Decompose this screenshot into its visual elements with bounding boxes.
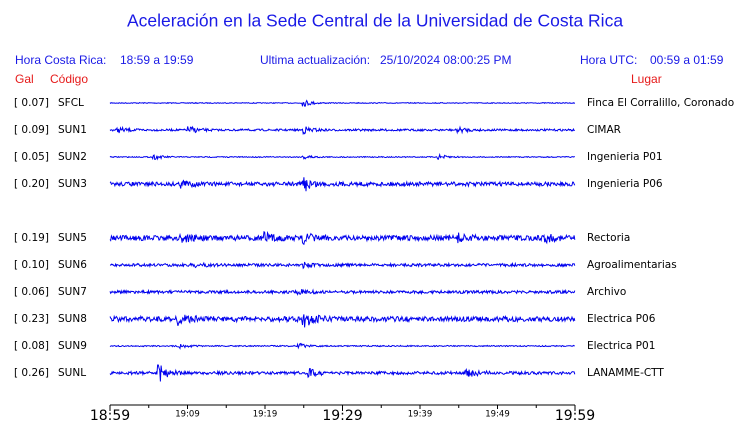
time-label: 19:19: [253, 410, 278, 420]
waveform: [109, 99, 576, 107]
local-range: 18:59 a 19:59: [120, 53, 194, 67]
station-place: LANAMME-CTT: [587, 367, 664, 379]
time-label: 19:49: [485, 410, 510, 420]
waveform: [109, 364, 576, 382]
station-place: Electrica P01: [587, 340, 655, 352]
code-header: Código: [50, 72, 88, 86]
station-gal: [ 0.23]: [14, 313, 49, 325]
station-code: SUN8: [58, 313, 87, 325]
time-label: 19:29: [322, 408, 362, 423]
station-gal: [ 0.26]: [14, 367, 49, 379]
station-place: Agroalimentarias: [587, 259, 677, 271]
utc-label: Hora UTC:: [580, 53, 637, 67]
waveform: [109, 342, 575, 350]
waveform: [109, 261, 576, 270]
update-value: 25/10/2024 08:00:25 PM: [380, 53, 511, 67]
station-code: SUN7: [58, 286, 87, 298]
time-label: 19:39: [408, 410, 433, 420]
station-place: CIMAR: [587, 124, 621, 136]
station-place: Archivo: [587, 286, 626, 298]
utc-range: 00:59 a 01:59: [650, 53, 724, 67]
place-header: Lugar: [631, 72, 662, 86]
station-code: SUNL: [58, 367, 86, 379]
station-code: SUN6: [58, 259, 87, 271]
station-gal: [ 0.09]: [14, 124, 49, 136]
station-code: SUN3: [58, 178, 87, 190]
station-gal: [ 0.06]: [14, 286, 49, 298]
waveform: [109, 177, 576, 192]
waveform: [109, 314, 576, 328]
time-label: 19:59: [555, 408, 595, 423]
station-place: Rectoria: [587, 232, 630, 244]
station-gal: [ 0.08]: [14, 340, 49, 352]
local-label: Hora Costa Rica:: [15, 53, 106, 67]
time-label: 18:59: [90, 408, 130, 423]
station-place: Finca El Corralillo, Coronado: [587, 97, 734, 109]
station-code: SUN2: [58, 151, 87, 163]
waveform: [109, 125, 575, 136]
waveform: [109, 230, 576, 246]
waveform: [109, 288, 576, 296]
station-place: Ingenieria P06: [587, 178, 663, 190]
station-gal: [ 0.19]: [14, 232, 49, 244]
time-label: 19:09: [175, 410, 200, 420]
station-gal: [ 0.20]: [14, 178, 49, 190]
station-code: SUN1: [58, 124, 87, 136]
waveform: [109, 152, 576, 161]
page-title: Aceleración en la Sede Central de la Uni…: [127, 11, 623, 31]
station-gal: [ 0.10]: [14, 259, 49, 271]
station-gal: [ 0.05]: [14, 151, 49, 163]
station-code: SUN9: [58, 340, 87, 352]
station-gal: [ 0.07]: [14, 97, 49, 109]
station-place: Ingenieria P01: [587, 151, 663, 163]
station-code: SUN5: [58, 232, 87, 244]
station-code: SFCL: [58, 97, 84, 109]
update-label: Ultima actualización:: [260, 53, 370, 67]
station-place: Electrica P06: [587, 313, 656, 325]
gal-header: Gal: [15, 72, 34, 86]
